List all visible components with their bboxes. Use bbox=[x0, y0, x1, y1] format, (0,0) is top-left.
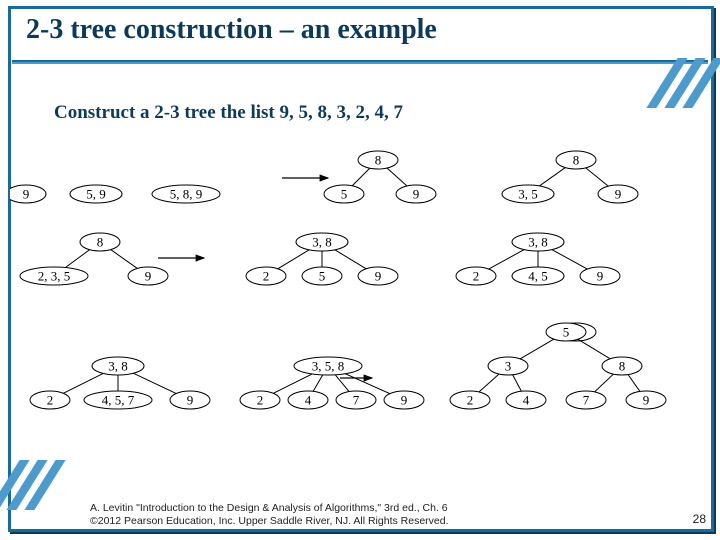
svg-text:4: 4 bbox=[305, 393, 312, 408]
svg-text:8: 8 bbox=[97, 235, 104, 250]
svg-text:3, 5: 3, 5 bbox=[518, 187, 538, 202]
svg-text:9: 9 bbox=[597, 269, 604, 284]
svg-text:9: 9 bbox=[23, 187, 30, 202]
svg-text:4, 5: 4, 5 bbox=[528, 269, 548, 284]
slide-subtitle: Construct a 2-3 tree the list 9, 5, 8, 3… bbox=[54, 102, 403, 124]
svg-text:5: 5 bbox=[563, 325, 570, 340]
svg-text:2: 2 bbox=[473, 269, 480, 284]
svg-text:5: 5 bbox=[319, 269, 326, 284]
svg-text:3, 8: 3, 8 bbox=[312, 235, 332, 250]
svg-text:5, 8, 9: 5, 8, 9 bbox=[170, 187, 203, 202]
tree-diagram: 9 5, 9 5, 8, 9 8 5 9 8 3, 5 9 8 2, 3, 5 9 3, 8 2 5 9 3, … bbox=[10, 142, 710, 482]
svg-text:5, 9: 5, 9 bbox=[86, 187, 106, 202]
page-number: 28 bbox=[693, 512, 706, 526]
svg-text:3, 8: 3, 8 bbox=[108, 359, 128, 374]
svg-text:9: 9 bbox=[643, 393, 650, 408]
svg-text:5: 5 bbox=[341, 187, 348, 202]
footer-line2: ©2012 Pearson Education, Inc. Upper Sadd… bbox=[90, 515, 449, 527]
svg-text:8: 8 bbox=[375, 153, 382, 168]
svg-text:4, 5, 7: 4, 5, 7 bbox=[102, 393, 135, 408]
slide-title: 2-3 tree construction – an example bbox=[26, 14, 437, 46]
svg-text:9: 9 bbox=[401, 393, 408, 408]
footer-line1: A. Levitin "Introduction to the Design &… bbox=[90, 502, 448, 514]
svg-text:9: 9 bbox=[615, 187, 622, 202]
svg-text:3, 8: 3, 8 bbox=[528, 235, 548, 250]
svg-text:2: 2 bbox=[47, 393, 54, 408]
svg-text:3, 5, 8: 3, 5, 8 bbox=[312, 359, 345, 374]
svg-text:7: 7 bbox=[583, 393, 590, 408]
svg-text:8: 8 bbox=[573, 153, 580, 168]
svg-text:9: 9 bbox=[375, 269, 382, 284]
svg-text:2: 2 bbox=[467, 393, 474, 408]
svg-text:4: 4 bbox=[523, 393, 530, 408]
svg-text:9: 9 bbox=[413, 187, 420, 202]
svg-text:9: 9 bbox=[187, 393, 194, 408]
title-underline bbox=[12, 60, 708, 62]
svg-text:2: 2 bbox=[257, 393, 264, 408]
svg-text:7: 7 bbox=[353, 393, 360, 408]
svg-text:3: 3 bbox=[505, 359, 512, 374]
svg-text:9: 9 bbox=[145, 269, 152, 284]
svg-text:2: 2 bbox=[263, 269, 270, 284]
svg-text:2, 3, 5: 2, 3, 5 bbox=[38, 269, 71, 284]
footer-citation: A. Levitin "Introduction to the Design &… bbox=[90, 502, 449, 528]
decoration-top-right bbox=[656, 58, 720, 108]
svg-text:8: 8 bbox=[619, 359, 626, 374]
